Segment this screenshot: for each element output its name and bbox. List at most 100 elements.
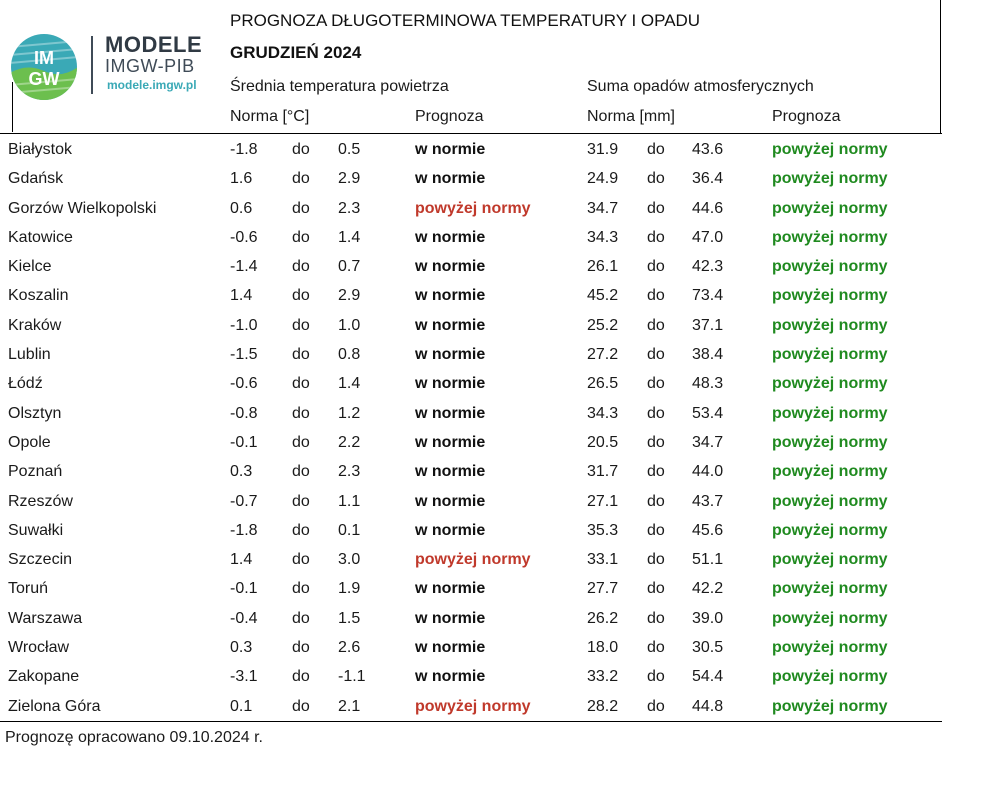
temp-norm-high: 2.6 xyxy=(338,639,361,657)
left-frame-line xyxy=(12,82,13,132)
precip-range-sep: do xyxy=(647,228,665,246)
precip-norm-low: 28.2 xyxy=(587,697,619,715)
temp-norm-low: 1.4 xyxy=(230,551,253,569)
temp-norm-low: -1.4 xyxy=(230,258,258,276)
precip-norm-high: 43.7 xyxy=(692,492,724,510)
table-row: Toruń -0.1 do 1.9 w normie 27.7 do 42.2 powyżej … xyxy=(0,575,986,604)
logo-url: modele.imgw.pl xyxy=(107,78,197,92)
precip-forecast: powyżej normy xyxy=(772,492,888,510)
city-name: Suwałki xyxy=(8,521,64,539)
temp-range-sep: do xyxy=(292,463,310,481)
precip-norm-high: 73.4 xyxy=(692,287,724,305)
temp-norm-low: 0.3 xyxy=(230,463,253,481)
city-name: Olsztyn xyxy=(8,404,62,422)
imgw-badge-icon: IM GW xyxy=(11,34,77,100)
city-name: Gdańsk xyxy=(8,170,64,188)
precipitation-group-header: Suma opadów atmosferycznych xyxy=(587,78,814,95)
temp-forecast: w normie xyxy=(415,258,486,276)
temp-forecast: powyżej normy xyxy=(415,551,531,569)
temp-norm-low: -1.8 xyxy=(230,141,258,158)
city-name: Poznań xyxy=(8,463,63,481)
page-title: PROGNOZA DŁUGOTERMINOWA TEMPERATURY I OP… xyxy=(230,11,701,30)
temp-forecast: w normie xyxy=(415,668,486,686)
table-row: Olsztyn -0.8 do 1.2 w normie 34.3 do 53.4 powyże… xyxy=(0,400,986,429)
temp-norm-low: -0.7 xyxy=(230,492,258,510)
temp-range-sep: do xyxy=(292,170,310,188)
precip-forecast: powyżej normy xyxy=(772,580,888,598)
precip-norm-high: 42.2 xyxy=(692,580,724,598)
temp-norm-high: 0.7 xyxy=(338,258,361,276)
precip-norm-low: 34.3 xyxy=(587,228,619,246)
temp-norm-low: 1.6 xyxy=(230,170,253,188)
temp-norm-high: 1.9 xyxy=(338,580,361,598)
temp-range-sep: do xyxy=(292,258,310,276)
temp-forecast: powyżej normy xyxy=(415,199,531,217)
table-row: Rzeszów -0.7 do 1.1 w normie 27.1 do 43.7 powyże… xyxy=(0,488,986,517)
precip-norm-high: 44.6 xyxy=(692,199,724,217)
city-name: Warszawa xyxy=(8,609,83,627)
precip-range-sep: do xyxy=(647,463,665,481)
temp-forecast: w normie xyxy=(415,521,486,539)
temp-forecast: powyżej normy xyxy=(415,697,531,715)
precip-forecast: powyżej normy xyxy=(772,170,888,188)
precip-forecast: powyżej normy xyxy=(772,228,888,246)
precip-forecast: powyżej normy xyxy=(772,346,888,364)
table-row: Zakopane -3.1 do -1.1 w normie 33.2 do 54.4 powy… xyxy=(0,663,986,692)
temp-forecast: w normie xyxy=(415,492,486,510)
temp-range-sep: do xyxy=(292,580,310,598)
logo-divider xyxy=(91,36,93,94)
temp-norm-high: 2.3 xyxy=(338,463,361,481)
svg-text:GW: GW xyxy=(29,69,60,89)
city-name: Białystok xyxy=(8,141,73,158)
precip-range-sep: do xyxy=(647,170,665,188)
table-row: Zielona Góra 0.1 do 2.1 powyżej normy 28.2 do 4… xyxy=(0,693,986,722)
precip-forecast: powyżej normy xyxy=(772,521,888,539)
precip-norm-high: 42.3 xyxy=(692,258,724,276)
city-name: Gorzów Wielkopolski xyxy=(8,199,157,217)
precip-norm-high: 44.8 xyxy=(692,697,724,715)
temp-norm-high: -1.1 xyxy=(338,668,366,686)
temp-norm-high: 1.4 xyxy=(338,375,361,393)
city-name: Rzeszów xyxy=(8,492,73,510)
temp-forecast: w normie xyxy=(415,609,486,627)
precip-norm-high: 37.1 xyxy=(692,316,724,334)
temp-norm-high: 2.9 xyxy=(338,287,361,305)
city-name: Opole xyxy=(8,433,51,451)
precip-range-sep: do xyxy=(647,346,665,364)
city-name: Zakopane xyxy=(8,668,80,686)
temp-norm-low: -0.6 xyxy=(230,228,258,246)
precip-norm-low: 31.9 xyxy=(587,141,619,158)
temp-norm-high: 1.2 xyxy=(338,404,361,422)
precip-norm-low: 26.5 xyxy=(587,375,619,393)
precip-forecast: powyżej normy xyxy=(772,551,888,569)
temp-forecast: w normie xyxy=(415,639,486,657)
table-bottom-line xyxy=(0,721,942,722)
forecast-table: Białystok -1.8 do 0.5 w normie 31.9 do 43.6 powy… xyxy=(0,136,986,722)
table-row: Łódź -0.6 do 1.4 w normie 26.5 do 48.3 powyżej n… xyxy=(0,370,986,399)
precip-range-sep: do xyxy=(647,551,665,569)
city-name: Łódź xyxy=(8,375,43,393)
precip-norm-low: 20.5 xyxy=(587,433,619,451)
table-row: Gorzów Wielkopolski 0.6 do 2.3 powyżej normy… xyxy=(0,195,986,224)
logo-name: MODELE xyxy=(105,32,203,57)
table-row: Katowice -0.6 do 1.4 w normie 34.3 do 47.0 powyż… xyxy=(0,224,986,253)
precip-range-sep: do xyxy=(647,433,665,451)
precip-range-sep: do xyxy=(647,639,665,657)
precip-norm-low: 34.3 xyxy=(587,404,619,422)
precip-norm-low: 33.1 xyxy=(587,551,619,569)
temp-norm-low: 0.6 xyxy=(230,199,253,217)
temp-forecast: w normie xyxy=(415,228,486,246)
temp-forecast: w normie xyxy=(415,463,486,481)
temp-range-sep: do xyxy=(292,141,310,158)
city-name: Szczecin xyxy=(8,551,73,569)
temp-norm-low: -0.1 xyxy=(230,433,258,451)
precip-range-sep: do xyxy=(647,492,665,510)
temp-range-sep: do xyxy=(292,346,310,364)
precip-norm-low: 26.2 xyxy=(587,609,619,627)
temp-forecast: w normie xyxy=(415,375,486,393)
precip-forecast: powyżej normy xyxy=(772,404,888,422)
temp-range-sep: do xyxy=(292,228,310,246)
precip-forecast: powyżej normy xyxy=(772,258,888,276)
temp-norm-high: 0.1 xyxy=(338,521,361,539)
city-name: Zielona Góra xyxy=(8,697,101,715)
